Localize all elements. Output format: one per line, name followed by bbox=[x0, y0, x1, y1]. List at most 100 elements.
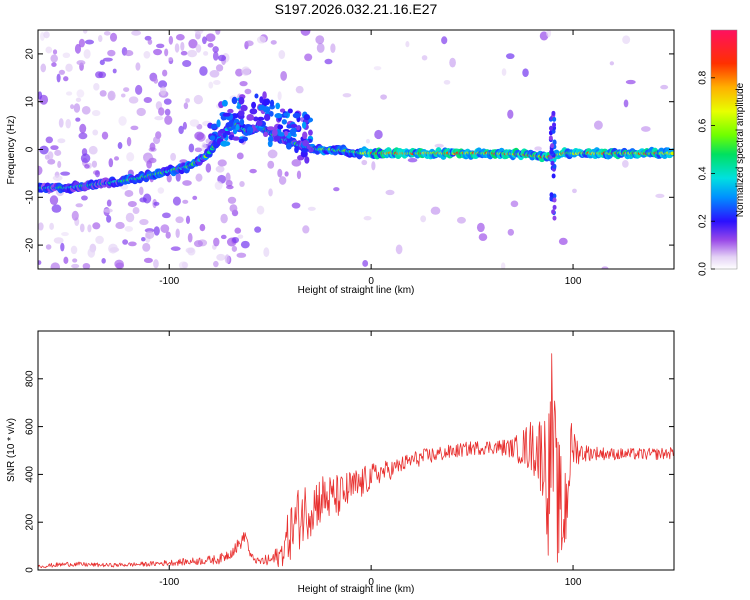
spectrogram-cell bbox=[505, 53, 515, 60]
spectrogram-cell bbox=[539, 31, 549, 41]
spectrogram-cell bbox=[291, 202, 301, 209]
spectrogram-cell bbox=[239, 118, 245, 126]
spectrogram-cell bbox=[179, 159, 188, 164]
spectrogram-cell bbox=[456, 216, 466, 224]
spectrogram-cell bbox=[500, 262, 506, 269]
spectrogram-cell bbox=[264, 98, 271, 106]
spectrogram-cell bbox=[38, 165, 43, 176]
figure-title: S197.2026.032.21.16.E27 bbox=[275, 1, 438, 17]
colorbar-frame bbox=[710, 29, 738, 270]
spectrogram-cell bbox=[143, 257, 153, 264]
spectrogram-cell bbox=[220, 140, 229, 147]
spectrogram-cell bbox=[52, 49, 58, 55]
spectrogram-cell bbox=[239, 181, 245, 188]
spectrogram-cell bbox=[139, 218, 149, 226]
spectrogram-cell bbox=[263, 113, 271, 122]
spectrogram-cell bbox=[143, 96, 153, 103]
spectrogram-cell bbox=[162, 212, 171, 219]
spectrogram-cell bbox=[74, 43, 82, 54]
spectrogram-cell bbox=[183, 102, 189, 110]
spectrogram-cell bbox=[215, 165, 225, 173]
spectrogram-cell bbox=[71, 263, 80, 269]
spectrogram-cell bbox=[262, 91, 267, 100]
spectrogram-cell bbox=[385, 189, 395, 196]
spectrogram-cell bbox=[47, 158, 56, 165]
spectrogram-cell bbox=[670, 151, 674, 156]
spectrogram-cell bbox=[154, 115, 164, 121]
spectrogram-cell bbox=[572, 188, 577, 194]
spectrogram-cell bbox=[363, 215, 372, 221]
spectrogram-cell bbox=[380, 94, 388, 100]
spectrogram-cell bbox=[209, 69, 220, 78]
spectrogram-cell bbox=[128, 96, 139, 104]
spectrogram-cell bbox=[277, 132, 286, 137]
spectrogram-cell bbox=[125, 212, 135, 223]
spectrogram-cell bbox=[234, 227, 242, 234]
spectrogram-cell bbox=[324, 58, 333, 65]
snr-panel: -100 0 100 0 200 400 600 800 Height of straight… bbox=[6, 330, 675, 595]
spectrogram-cell bbox=[185, 98, 190, 103]
spectrogram-cell bbox=[106, 215, 112, 223]
spectrogram-cell bbox=[56, 73, 61, 83]
spectrogram-cell bbox=[240, 240, 250, 249]
spectrogram-cell bbox=[114, 156, 120, 161]
spectrogram-cell bbox=[188, 39, 198, 49]
spectrogram-cell bbox=[302, 121, 307, 129]
spectrogram-cell bbox=[273, 135, 281, 142]
spectrogram-cell bbox=[333, 187, 340, 192]
spectrogram-cell bbox=[126, 136, 132, 147]
spectrogram-cell bbox=[235, 68, 244, 77]
spectrogram-cell bbox=[153, 77, 159, 84]
spectrogram-cell bbox=[308, 129, 313, 136]
spectrogram-cell bbox=[153, 259, 159, 269]
spectrogram-cell bbox=[38, 222, 44, 231]
spectrogram-cell bbox=[421, 55, 428, 61]
spectrogram-cell bbox=[135, 84, 143, 95]
spectrogram-cell bbox=[203, 51, 209, 56]
spectrogram-cell bbox=[194, 147, 203, 153]
spectrogram-cell bbox=[246, 114, 255, 121]
colorbar-gradient bbox=[711, 30, 737, 269]
x-tick-label: 100 bbox=[565, 276, 582, 287]
spectrogram-cell bbox=[236, 252, 247, 258]
spectrogram-cell bbox=[622, 35, 631, 45]
spectrogram-cell bbox=[165, 231, 171, 239]
spectrogram-cell bbox=[75, 97, 82, 103]
spectrogram-cell bbox=[263, 131, 269, 138]
spectrogram-cell bbox=[99, 59, 105, 66]
colorbar-tick-label: 0.6 bbox=[698, 118, 709, 132]
spectrogram-cell bbox=[50, 145, 59, 151]
spectrogram-cell bbox=[300, 30, 311, 36]
colorbar-label: Normalized spectral amplitude bbox=[735, 82, 746, 217]
spectrogram-cell bbox=[126, 152, 135, 162]
spectrogram-cell bbox=[79, 123, 87, 134]
spectrogram-cell bbox=[430, 206, 441, 215]
spectrogram-cell bbox=[228, 119, 234, 127]
spectrogram-cell bbox=[65, 91, 73, 96]
spectrogram-cell bbox=[95, 235, 104, 245]
spectrogram-cell bbox=[231, 237, 240, 244]
spectrogram-cell bbox=[316, 43, 325, 53]
spectrogram-cell bbox=[552, 116, 557, 122]
spectrogram-cell bbox=[286, 142, 292, 150]
spectrogram-cell bbox=[254, 93, 259, 99]
spectrogram-cell bbox=[275, 102, 281, 110]
spectrogram-cell bbox=[62, 52, 71, 59]
spectrogram-cell bbox=[135, 62, 141, 71]
spectrogram-cell bbox=[78, 132, 88, 140]
spectrogram-cell bbox=[289, 128, 296, 137]
spectrogram-cell bbox=[552, 139, 557, 145]
spectrogram-cell bbox=[180, 50, 188, 56]
spectrogram-cell bbox=[365, 138, 370, 144]
spectrogram-cell bbox=[237, 110, 245, 117]
spectrogram-cell bbox=[158, 80, 168, 89]
spectrogram-cell bbox=[280, 70, 288, 81]
spectrogram-cell bbox=[178, 125, 184, 135]
spectrogram-cell bbox=[51, 62, 57, 67]
spectrogram-cell bbox=[374, 129, 383, 140]
spectrogram-cell bbox=[405, 41, 410, 48]
spectrogram-cell bbox=[76, 60, 86, 66]
spectrogram-cell bbox=[284, 171, 289, 177]
spectrogram-cell bbox=[153, 226, 160, 236]
spectrogram-cell bbox=[180, 41, 185, 51]
